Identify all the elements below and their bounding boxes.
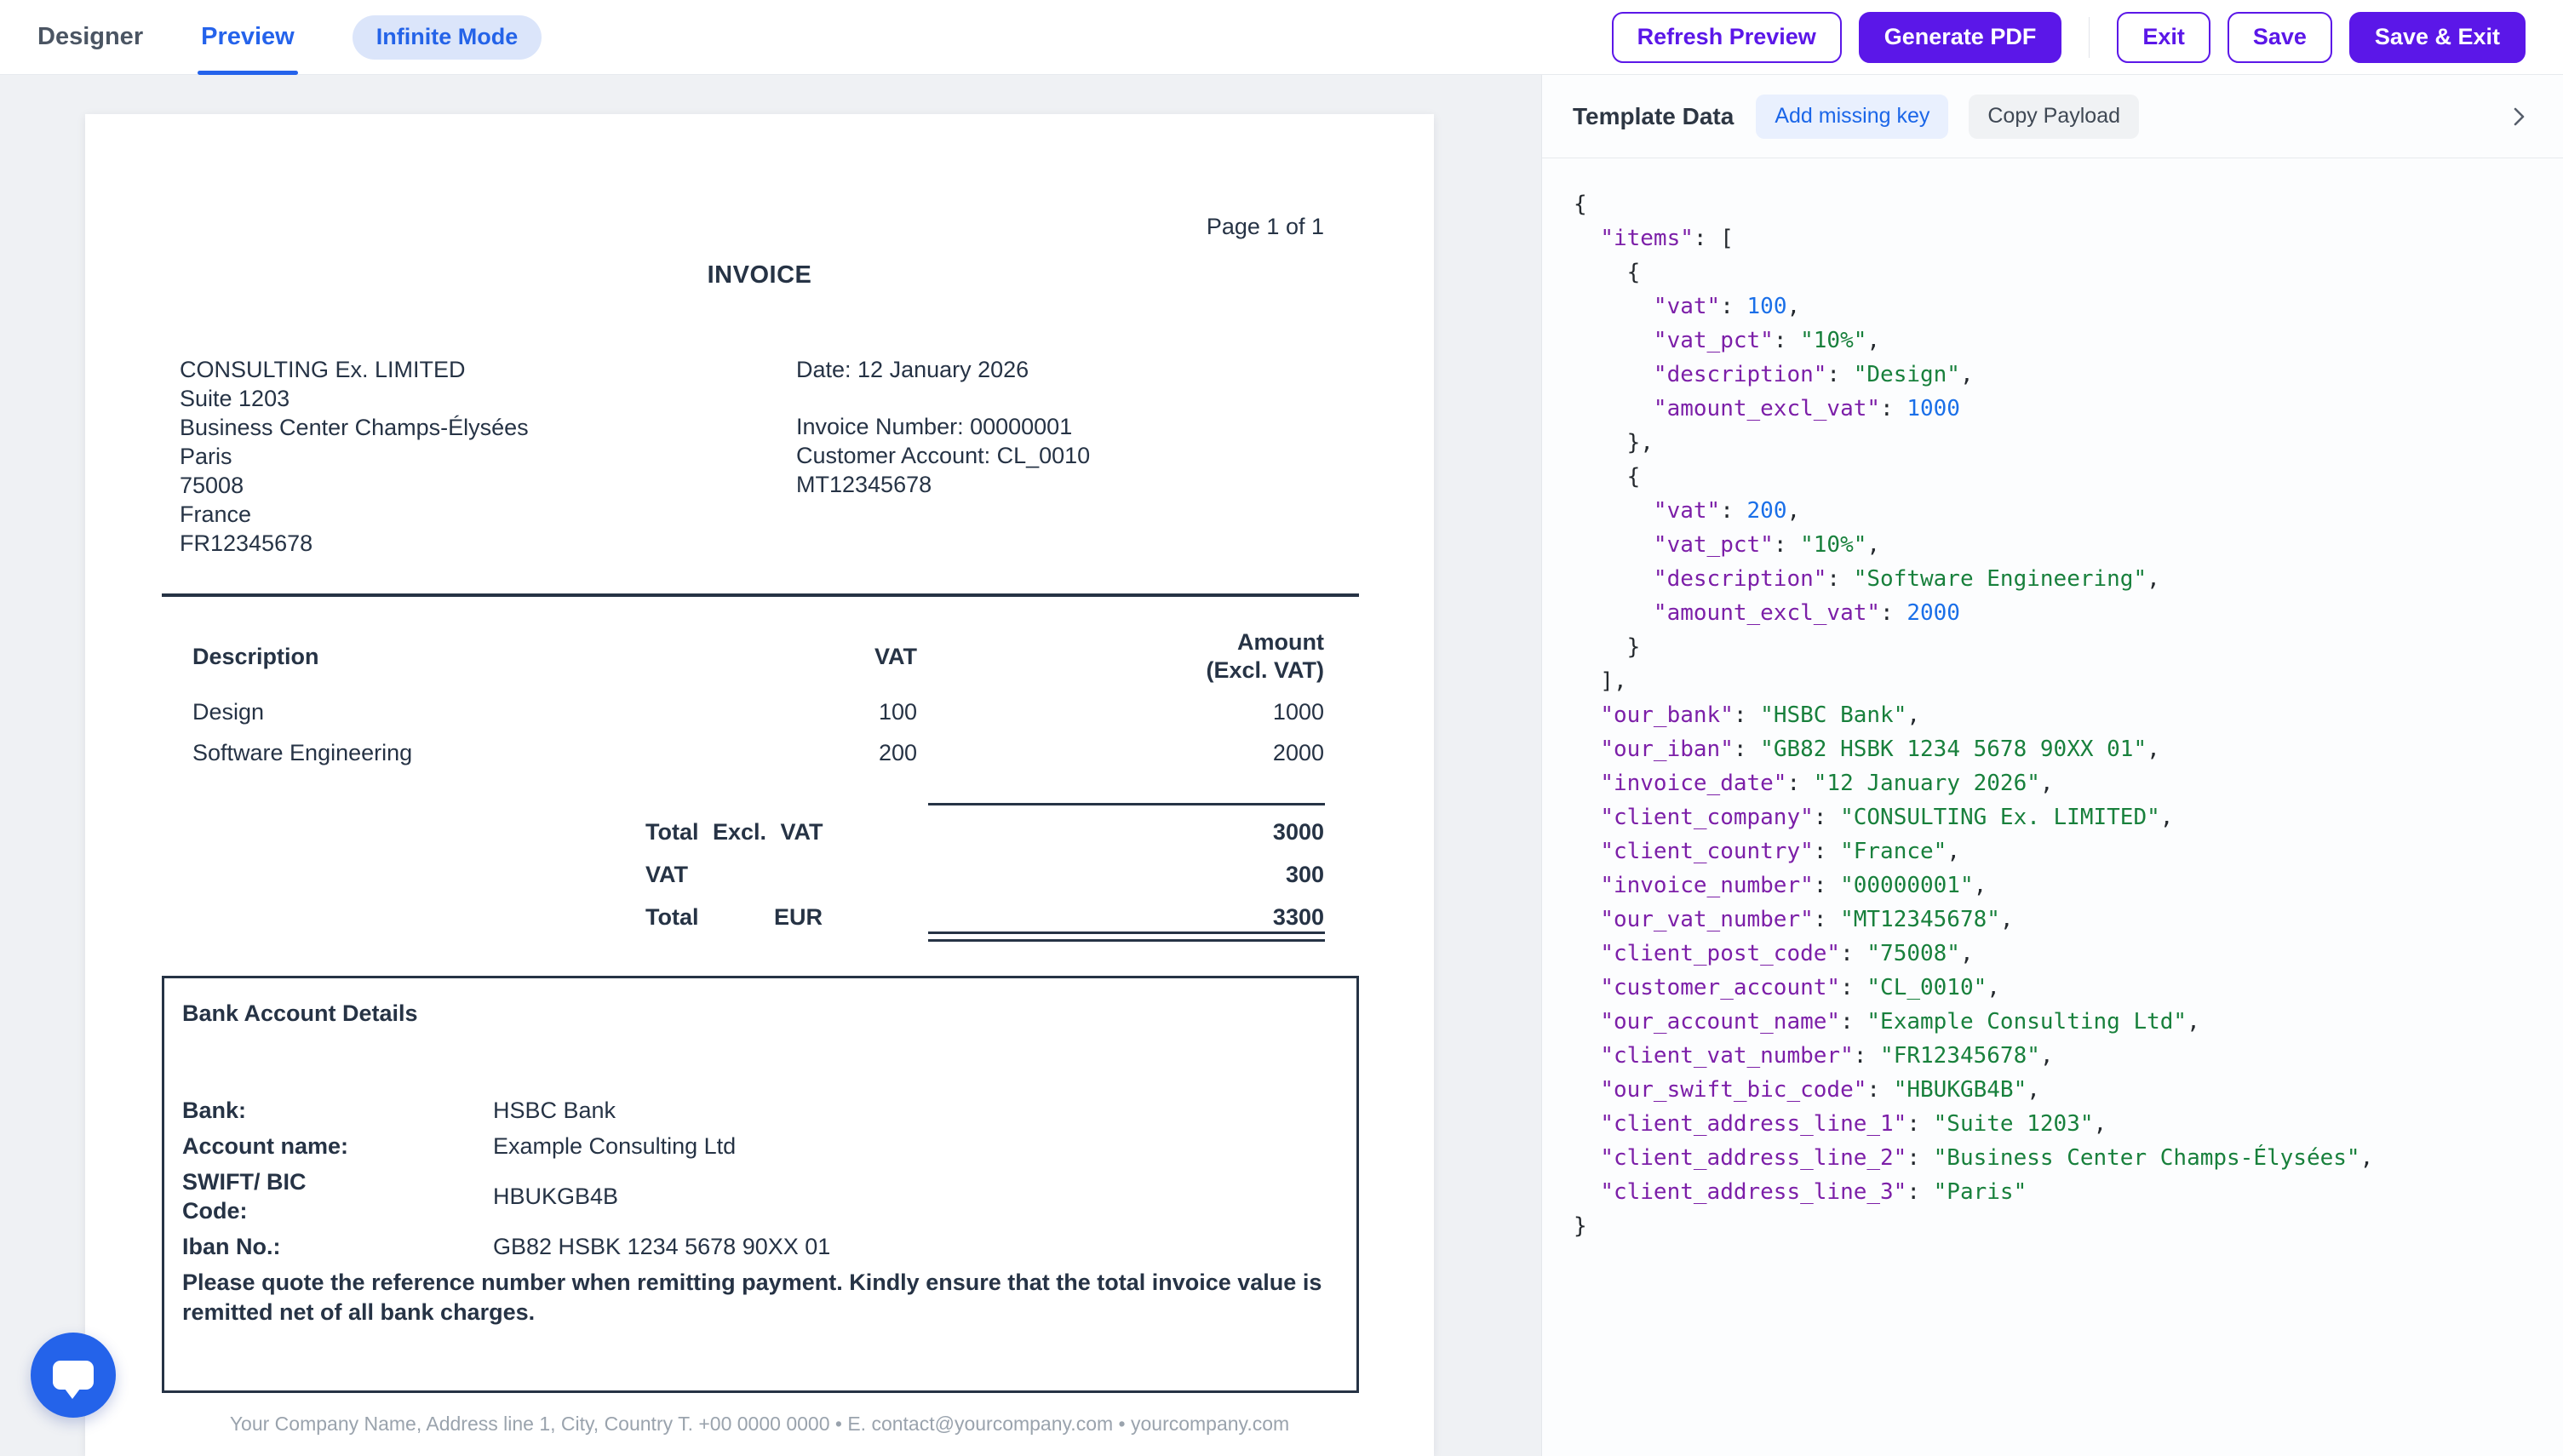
copy-payload-button[interactable]: Copy Payload xyxy=(1969,94,2140,139)
address-line: CONSULTING Ex. LIMITED xyxy=(180,357,466,382)
cell-amount: 2000 xyxy=(1272,739,1324,765)
bank-row-value: HBUKGB4B xyxy=(493,1184,619,1209)
bank-row-label: Iban No.: xyxy=(182,1234,281,1259)
add-missing-key-button[interactable]: Add missing key xyxy=(1756,94,1949,139)
exit-button[interactable]: Exit xyxy=(2117,11,2210,63)
bank-row-value: Example Consulting Ltd xyxy=(493,1133,737,1159)
address-line: FR12345678 xyxy=(180,530,313,556)
bank-details-box: Bank Account Details Bank: HSBC Bank Accou… xyxy=(162,976,1359,1393)
bank-row: Account name: Example Consulting Ltd xyxy=(182,1132,1339,1161)
invoice-table: Description VAT Amount (Excl. VAT) Desig… xyxy=(192,628,1324,773)
table-header: Description VAT Amount (Excl. VAT) xyxy=(192,628,1324,685)
cell-vat: 200 xyxy=(878,739,917,765)
toolbar-divider xyxy=(2089,16,2090,58)
invoice-page: Page 1 of 1 INVOICE CONSULTING Ex. LIMIT… xyxy=(85,114,1434,1456)
totals-top-rule xyxy=(928,803,1325,805)
cell-amount: 1000 xyxy=(1272,698,1324,725)
tab-designer[interactable]: Designer xyxy=(37,23,144,50)
invoice-footer: Your Company Name, Address line 1, City,… xyxy=(229,1413,1290,1435)
totals-label: VAT xyxy=(645,861,688,887)
address-line: Paris xyxy=(180,444,232,469)
panel-header: Template Data Add missing key Copy Paylo… xyxy=(1542,75,2563,158)
bank-row-value: GB82 HSBK 1234 5678 90XX 01 xyxy=(493,1234,831,1259)
client-address-block: CONSULTING Ex. LIMITED Suite 1203 Business… xyxy=(180,355,529,558)
invoice-meta-line: MT12345678 xyxy=(796,472,932,497)
cell-description: Software Engineering xyxy=(192,739,413,765)
infinite-mode-badge[interactable]: Infinite Mode xyxy=(352,14,542,60)
invoice-date: Date: 12 January 2026 xyxy=(796,357,1029,382)
preview-area: Page 1 of 1 INVOICE CONSULTING Ex. LIMIT… xyxy=(0,75,1541,1456)
chevron-right-icon[interactable] xyxy=(2505,103,2532,130)
table-row: Software Engineering 200 2000 xyxy=(192,732,1324,773)
totals-bottom-rule xyxy=(928,931,1325,942)
totals-label: Total EUR xyxy=(645,903,823,930)
cell-description: Design xyxy=(192,698,265,725)
header-vat: VAT xyxy=(874,643,917,669)
address-line: 75008 xyxy=(180,473,244,498)
chat-bubble-icon xyxy=(53,1361,94,1399)
invoice-meta-line: Customer Account: CL_0010 xyxy=(796,443,1091,468)
header-amount: Amount (Excl. VAT) xyxy=(1206,629,1324,683)
address-line: Business Center Champs-Élysées xyxy=(180,415,529,440)
table-row: Design 100 1000 xyxy=(192,691,1324,732)
totals-row: Total Excl. VAT 3000 xyxy=(645,811,1324,853)
bank-row-value: HSBC Bank xyxy=(493,1098,616,1123)
refresh-preview-button[interactable]: Refresh Preview xyxy=(1611,11,1842,63)
cell-vat: 100 xyxy=(878,698,917,725)
totals-currency: EUR xyxy=(774,903,823,930)
top-toolbar: Designer Preview Infinite Mode Refresh P… xyxy=(0,0,2563,75)
bank-row-label: Account name: xyxy=(182,1133,349,1159)
bank-row: Iban No.: GB82 HSBK 1234 5678 90XX 01 xyxy=(182,1232,1339,1261)
invoice-meta-block: Date: 12 January 2026 Invoice Number: 00… xyxy=(796,355,1090,499)
totals-value: 3300 xyxy=(1272,903,1324,930)
invoice-meta-line: Invoice Number: 00000001 xyxy=(796,414,1073,439)
totals-row: VAT 300 xyxy=(645,853,1324,896)
json-editor[interactable]: { "items": [ { "vat": 100, "vat_pct": "1… xyxy=(1574,192,2374,1239)
invoice-title: INVOICE xyxy=(707,261,812,289)
chat-launcher-button[interactable] xyxy=(31,1333,116,1418)
save-button[interactable]: Save xyxy=(2227,11,2332,63)
table-top-rule xyxy=(162,593,1359,597)
address-line: Suite 1203 xyxy=(180,386,290,411)
bank-row: Bank: HSBC Bank xyxy=(182,1096,1339,1125)
bank-row-label: SWIFT/ BIC Code: xyxy=(182,1169,307,1224)
totals-label: Total Excl. VAT xyxy=(645,818,823,845)
save-and-exit-button[interactable]: Save & Exit xyxy=(2348,11,2526,63)
page-indicator: Page 1 of 1 xyxy=(1206,214,1324,239)
toolbar-actions: Refresh Preview Generate PDF Exit Save S… xyxy=(1611,11,2526,63)
totals-section: Total Excl. VAT 3000 VAT 300 Total EUR 3300 xyxy=(645,811,1324,938)
panel-title: Template Data xyxy=(1573,102,1734,129)
header-description: Description xyxy=(192,643,319,669)
bank-row: SWIFT/ BIC Code: HBUKGB4B xyxy=(182,1167,1339,1225)
address-line: France xyxy=(180,502,252,527)
tab-preview[interactable]: Preview xyxy=(198,0,298,75)
bank-row-label: Bank: xyxy=(182,1098,247,1123)
generate-pdf-button[interactable]: Generate PDF xyxy=(1858,11,2062,63)
template-data-panel: Template Data Add missing key Copy Paylo… xyxy=(1541,75,2563,1456)
bank-details-title: Bank Account Details xyxy=(182,1000,418,1026)
bank-note: Please quote the reference number when r… xyxy=(182,1270,1322,1325)
totals-value: 3000 xyxy=(1272,818,1324,845)
totals-value: 300 xyxy=(1285,861,1324,887)
totals-row: Total EUR 3300 xyxy=(645,896,1324,938)
